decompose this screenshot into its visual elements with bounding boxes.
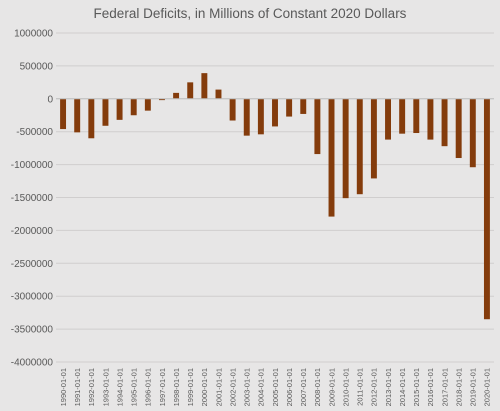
y-tick-label: -1500000	[11, 193, 54, 204]
x-tick-label: 1996-01-01	[144, 368, 153, 406]
x-tick-label: 1992-01-01	[87, 368, 96, 406]
chart-title: Federal Deficits, in Millions of Constan…	[93, 6, 407, 21]
bar	[243, 98, 250, 136]
x-tick-label: 2007-01-01	[299, 368, 308, 406]
y-tick-label: 0	[47, 94, 53, 105]
x-tick-label: 1994-01-01	[115, 368, 124, 406]
x-tick-label: 2001-01-01	[214, 368, 223, 406]
y-tick-label: -1000000	[11, 160, 54, 171]
bar	[215, 89, 222, 99]
bar	[102, 98, 109, 126]
x-tick-label: 1991-01-01	[73, 368, 82, 406]
bar	[469, 98, 476, 168]
x-tick-label: 2000-01-01	[200, 368, 209, 406]
x-tick-label: 2018-01-01	[454, 368, 463, 406]
bar	[60, 98, 67, 130]
bar	[342, 98, 349, 199]
bar	[74, 98, 81, 133]
bar	[144, 98, 151, 111]
x-tick-label: 2010-01-01	[341, 368, 350, 406]
x-tick-label: 2005-01-01	[271, 368, 280, 406]
x-tick-label: 2009-01-01	[327, 368, 336, 406]
x-tick-label: 1999-01-01	[186, 368, 195, 406]
bar	[314, 98, 321, 155]
bar	[159, 98, 165, 101]
y-tick-label: 500000	[20, 61, 54, 72]
y-tick-label: 1000000	[14, 29, 53, 40]
bar	[385, 98, 391, 140]
x-tick-label: 2016-01-01	[426, 368, 435, 406]
x-tick-label: 2004-01-01	[257, 368, 266, 406]
bar	[441, 98, 448, 147]
bar	[356, 98, 363, 195]
bar	[173, 92, 180, 99]
bar	[187, 82, 194, 99]
y-tick-label: -3500000	[11, 325, 54, 336]
x-tick-label: 2003-01-01	[243, 368, 252, 406]
x-tick-label: 2019-01-01	[469, 368, 478, 406]
x-tick-label: 2017-01-01	[440, 368, 449, 406]
bar	[300, 98, 307, 114]
y-tick-label: -2500000	[11, 259, 54, 270]
x-tick-label: 1993-01-01	[101, 368, 110, 406]
bar	[286, 98, 293, 117]
x-tick-label: 1998-01-01	[172, 368, 181, 406]
y-tick-label: -3000000	[11, 292, 54, 303]
bar	[257, 98, 264, 135]
x-tick-label: 2006-01-01	[285, 368, 294, 406]
bar	[328, 98, 335, 217]
x-tick-label: 2014-01-01	[398, 368, 407, 406]
y-tick-label: -4000000	[11, 358, 54, 369]
bar	[229, 98, 236, 121]
x-tick-label: 2013-01-01	[384, 368, 393, 406]
y-tick-label: -500000	[16, 127, 53, 138]
x-tick-label: 1997-01-01	[158, 368, 167, 406]
x-tick-label: 2011-01-01	[356, 368, 365, 406]
bar	[399, 98, 406, 134]
bar	[130, 98, 137, 116]
x-tick-label: 2015-01-01	[412, 368, 421, 406]
bar	[116, 98, 123, 120]
bar	[370, 98, 377, 179]
bar	[88, 98, 95, 139]
x-tick-label: 2012-01-01	[370, 368, 379, 406]
bar	[483, 98, 490, 320]
x-tick-label: 2020-01-01	[483, 368, 492, 406]
bar	[272, 98, 278, 127]
bar	[413, 98, 420, 134]
y-tick-label: -2000000	[11, 226, 54, 237]
x-tick-label: 1990-01-01	[59, 368, 68, 406]
x-tick-label: 2008-01-01	[313, 368, 322, 406]
bar	[201, 73, 208, 99]
x-tick-label: 2002-01-01	[228, 368, 237, 406]
bar	[427, 98, 434, 140]
bar	[455, 98, 462, 159]
x-tick-label: 1995-01-01	[130, 368, 139, 406]
